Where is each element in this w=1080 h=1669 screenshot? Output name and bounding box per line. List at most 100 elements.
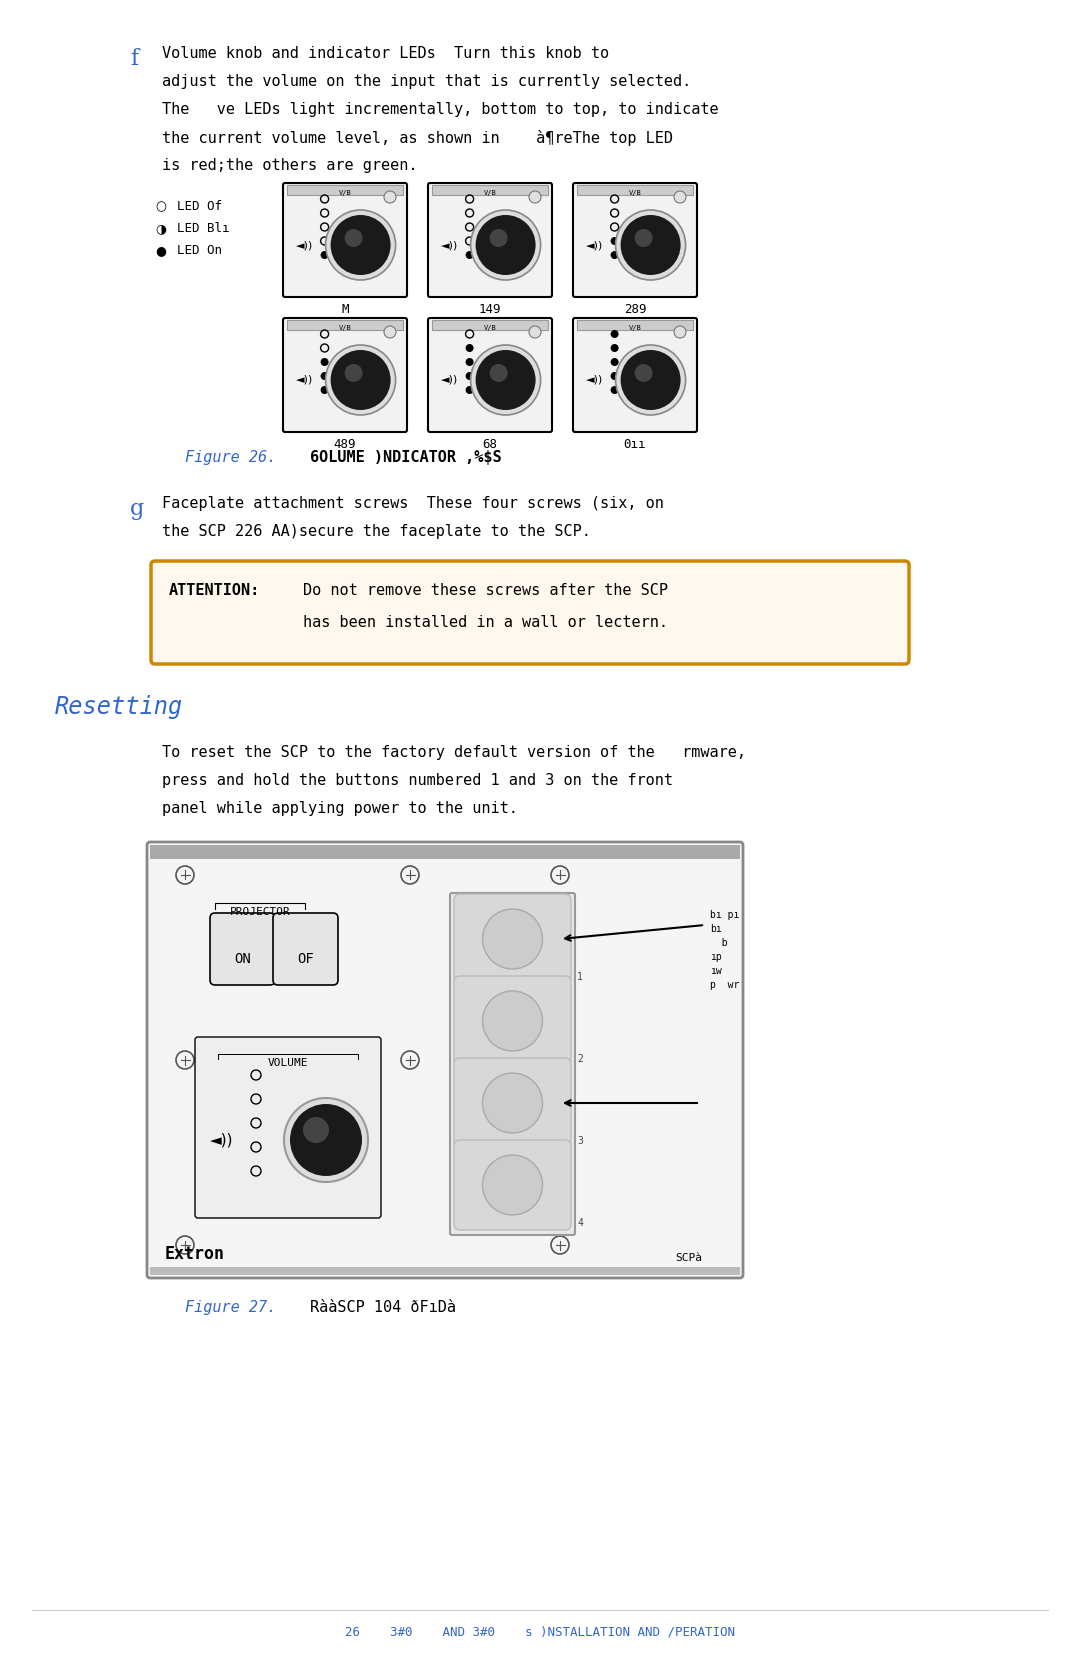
Circle shape (610, 237, 619, 245)
Text: V/B: V/B (484, 325, 497, 330)
FancyBboxPatch shape (151, 561, 909, 664)
Text: To reset the SCP to the factory default version of the   rmware,: To reset the SCP to the factory default … (162, 744, 746, 759)
Text: ◄)): ◄)) (586, 376, 604, 386)
Text: V/B: V/B (629, 190, 642, 195)
Bar (577, 185, 693, 195)
Text: ◄)): ◄)) (296, 240, 313, 250)
Text: p  wr: p wr (710, 980, 740, 990)
Circle shape (325, 210, 395, 280)
FancyBboxPatch shape (210, 913, 275, 985)
FancyBboxPatch shape (428, 184, 552, 297)
Bar (432, 320, 548, 330)
Circle shape (321, 386, 328, 394)
Circle shape (621, 350, 680, 411)
Circle shape (345, 229, 363, 247)
Text: f: f (130, 48, 138, 70)
Text: V/B: V/B (484, 190, 497, 195)
Text: is red;the others are green.: is red;the others are green. (162, 159, 418, 174)
Text: ıw: ıw (710, 966, 721, 976)
Circle shape (489, 229, 508, 247)
Text: 289: 289 (624, 304, 646, 315)
Circle shape (621, 215, 680, 275)
Text: RààSCP 104 ðFıDà: RààSCP 104 ðFıDà (310, 1300, 456, 1315)
Text: the SCP 226 AA)secure the faceplate to the SCP.: the SCP 226 AA)secure the faceplate to t… (162, 524, 591, 539)
Text: The   ve LEDs light incrementally, bottom to top, to indicate: The ve LEDs light incrementally, bottom … (162, 102, 718, 117)
Text: panel while applying power to the unit.: panel while applying power to the unit. (162, 801, 518, 816)
Circle shape (465, 344, 474, 352)
FancyBboxPatch shape (454, 1140, 571, 1230)
Bar (150, 1267, 740, 1275)
FancyBboxPatch shape (573, 319, 697, 432)
FancyBboxPatch shape (147, 841, 743, 1278)
Circle shape (610, 330, 619, 339)
Text: 489: 489 (334, 437, 356, 451)
Text: 3: 3 (577, 1137, 583, 1147)
Circle shape (321, 372, 328, 381)
Text: Figure 27.: Figure 27. (185, 1300, 276, 1315)
FancyBboxPatch shape (283, 319, 407, 432)
Text: 149: 149 (478, 304, 501, 315)
Circle shape (616, 210, 686, 280)
Text: ◑: ◑ (156, 222, 166, 235)
Text: bı: bı (710, 925, 721, 935)
Text: M: M (341, 304, 349, 315)
Text: LED Blı: LED Blı (177, 222, 229, 235)
Text: V/B: V/B (629, 325, 642, 330)
Bar (287, 185, 403, 195)
Text: ıp: ıp (710, 951, 721, 961)
Circle shape (674, 325, 686, 339)
Circle shape (465, 372, 474, 381)
Circle shape (303, 1117, 329, 1143)
Circle shape (330, 350, 391, 411)
FancyBboxPatch shape (573, 184, 697, 297)
Text: ◄)): ◄)) (211, 1133, 233, 1148)
Circle shape (610, 357, 619, 366)
Circle shape (674, 190, 686, 204)
Circle shape (325, 345, 395, 416)
Circle shape (284, 1098, 368, 1182)
Circle shape (471, 345, 541, 416)
Circle shape (483, 1073, 542, 1133)
Text: the current volume level, as shown in    à¶reThe top LED: the current volume level, as shown in à¶… (162, 130, 673, 145)
Text: 68: 68 (483, 437, 498, 451)
Text: ◄)): ◄)) (586, 240, 604, 250)
Text: 6OLUME )NDICATOR ,%$S: 6OLUME )NDICATOR ,%$S (310, 451, 501, 466)
Text: ATTENTION:: ATTENTION: (168, 582, 260, 598)
Circle shape (471, 210, 541, 280)
Text: 26    3#0    AND 3#0    s )NSTALLATION AND /PERATION: 26 3#0 AND 3#0 s )NSTALLATION AND /PERAT… (345, 1626, 735, 1637)
FancyBboxPatch shape (428, 319, 552, 432)
Circle shape (475, 215, 536, 275)
Circle shape (321, 250, 328, 259)
Circle shape (465, 250, 474, 259)
Text: ◄)): ◄)) (296, 376, 313, 386)
Circle shape (384, 325, 396, 339)
Text: OF: OF (298, 951, 314, 966)
Circle shape (635, 229, 652, 247)
Text: Faceplate attachment screws  These four screws (six, on: Faceplate attachment screws These four s… (162, 496, 664, 511)
Text: 2: 2 (577, 1055, 583, 1065)
Text: Figure 26.: Figure 26. (185, 451, 276, 466)
Circle shape (610, 372, 619, 381)
Text: ○: ○ (156, 200, 166, 214)
FancyBboxPatch shape (195, 1036, 381, 1218)
Circle shape (475, 350, 536, 411)
Circle shape (635, 364, 652, 382)
Text: V/B: V/B (339, 190, 351, 195)
Circle shape (610, 344, 619, 352)
Circle shape (483, 910, 542, 970)
Text: Volume knob and indicator LEDs  Turn this knob to: Volume knob and indicator LEDs Turn this… (162, 47, 609, 62)
Text: g: g (130, 497, 145, 521)
Circle shape (529, 325, 541, 339)
Text: has been installed in a wall or lectern.: has been installed in a wall or lectern. (303, 614, 669, 629)
Circle shape (291, 1103, 362, 1177)
Text: V/B: V/B (339, 325, 351, 330)
Bar (432, 185, 548, 195)
Circle shape (384, 190, 396, 204)
Text: bı pı: bı pı (710, 910, 740, 920)
Bar (287, 320, 403, 330)
Bar (150, 845, 740, 860)
Circle shape (483, 991, 542, 1051)
FancyBboxPatch shape (454, 1058, 571, 1148)
Text: LED Of: LED Of (177, 200, 222, 214)
FancyBboxPatch shape (450, 893, 575, 1235)
